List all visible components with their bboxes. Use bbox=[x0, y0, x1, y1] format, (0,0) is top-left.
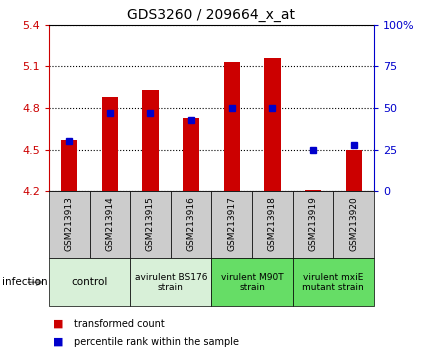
Text: ■: ■ bbox=[53, 319, 64, 329]
Text: GSM213917: GSM213917 bbox=[227, 196, 236, 251]
Bar bbox=[211, 191, 252, 258]
Text: percentile rank within the sample: percentile rank within the sample bbox=[74, 337, 239, 347]
Bar bbox=[171, 191, 211, 258]
Bar bbox=[49, 191, 90, 258]
Text: GSM213915: GSM213915 bbox=[146, 196, 155, 251]
Text: GSM213918: GSM213918 bbox=[268, 196, 277, 251]
Bar bbox=[333, 191, 374, 258]
Text: GSM213913: GSM213913 bbox=[65, 196, 74, 251]
Text: ■: ■ bbox=[53, 337, 64, 347]
Bar bbox=[130, 191, 171, 258]
Bar bbox=[130, 258, 211, 306]
Bar bbox=[142, 90, 159, 191]
Bar bbox=[305, 190, 321, 191]
Text: transformed count: transformed count bbox=[74, 319, 165, 329]
Text: virulent mxiE
mutant strain: virulent mxiE mutant strain bbox=[303, 273, 364, 292]
Bar bbox=[224, 62, 240, 191]
Text: GSM213920: GSM213920 bbox=[349, 196, 358, 251]
Bar bbox=[293, 191, 333, 258]
Bar bbox=[183, 118, 199, 191]
Bar bbox=[49, 258, 130, 306]
Text: GSM213914: GSM213914 bbox=[105, 196, 114, 251]
Text: GSM213916: GSM213916 bbox=[187, 196, 196, 251]
Bar bbox=[346, 149, 362, 191]
Text: virulent M90T
strain: virulent M90T strain bbox=[221, 273, 283, 292]
Bar bbox=[264, 58, 281, 191]
Text: control: control bbox=[71, 277, 108, 287]
Bar bbox=[90, 191, 130, 258]
Title: GDS3260 / 209664_x_at: GDS3260 / 209664_x_at bbox=[128, 8, 295, 22]
Bar bbox=[61, 140, 77, 191]
Bar bbox=[252, 191, 293, 258]
Bar bbox=[211, 258, 293, 306]
Text: infection: infection bbox=[2, 277, 48, 287]
Bar bbox=[293, 258, 374, 306]
Text: avirulent BS176
strain: avirulent BS176 strain bbox=[135, 273, 207, 292]
Text: GSM213919: GSM213919 bbox=[309, 196, 317, 251]
Bar bbox=[102, 97, 118, 191]
